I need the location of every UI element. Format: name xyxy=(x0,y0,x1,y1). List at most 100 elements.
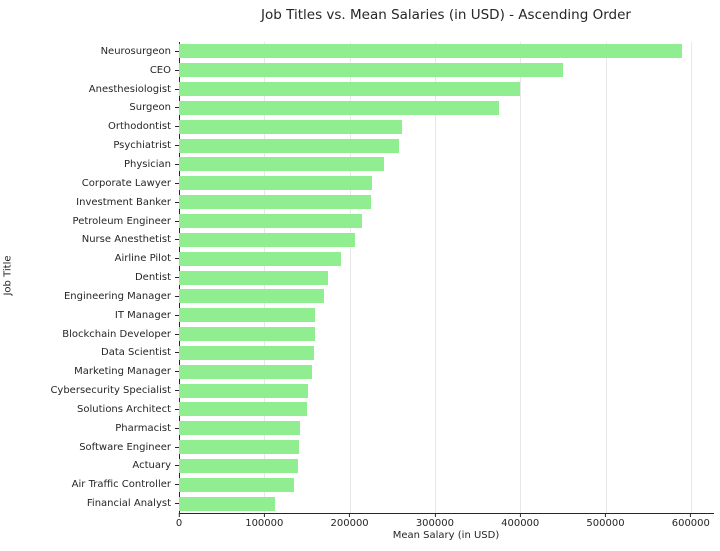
category-label: Dentist xyxy=(134,272,171,284)
x-tick-mark xyxy=(690,513,692,517)
category-label: Blockchain Developer xyxy=(62,328,171,340)
category-label: Cybersecurity Specialist xyxy=(50,385,171,397)
category-label: Data Scientist xyxy=(101,347,171,359)
bar-track xyxy=(179,457,713,476)
bar-track xyxy=(179,42,713,61)
gridline-x-300000 xyxy=(434,42,436,513)
category-label: IT Manager xyxy=(114,309,171,321)
x-tick-mark xyxy=(519,513,521,517)
x-tick-mark xyxy=(605,513,607,517)
x-axis-ticks: 0 100000 200000 300000 400000 500000 600000 xyxy=(176,513,713,543)
y-tick-mark xyxy=(175,371,179,373)
x-tick-label: 400000 xyxy=(501,518,540,529)
gridline-x-500000 xyxy=(605,42,607,513)
y-tick-mark xyxy=(175,69,179,71)
bar-nurse-anesthetist xyxy=(179,232,355,247)
y-tick-mark xyxy=(175,88,179,90)
category-label: CEO xyxy=(149,64,171,76)
bar-row: Financial Analyst xyxy=(0,494,713,513)
y-tick-mark xyxy=(175,427,179,429)
y-tick-mark xyxy=(175,408,179,410)
bar-track xyxy=(179,438,713,457)
bar-row: Actuary xyxy=(0,457,713,476)
gridline-x-400000 xyxy=(520,42,522,513)
bar-track xyxy=(179,268,713,287)
bar-row: Petroleum Engineer xyxy=(0,212,713,231)
chart-title: Job Titles vs. Mean Salaries (in USD) - … xyxy=(261,7,631,23)
bar-psychiatrist xyxy=(179,138,400,153)
bar-track xyxy=(179,381,713,400)
bar-row: Cybersecurity Specialist xyxy=(0,381,713,400)
bar-row: Corporate Lawyer xyxy=(0,174,713,193)
category-label: Actuary xyxy=(132,460,171,472)
bar-row: Airline Pilot xyxy=(0,249,713,268)
category-label: Anesthesiologist xyxy=(88,83,171,95)
gridline-x-200000 xyxy=(349,42,351,513)
bar-row: Orthodontist xyxy=(0,117,713,136)
bar-row: Anesthesiologist xyxy=(0,80,713,99)
bar-track xyxy=(179,362,713,381)
bar-track xyxy=(179,400,713,419)
y-tick-mark xyxy=(175,220,179,222)
bar-row: Surgeon xyxy=(0,99,713,118)
category-label: Nurse Anesthetist xyxy=(81,234,171,246)
y-tick-mark xyxy=(175,126,179,128)
bar-row: Software Engineer xyxy=(0,438,713,457)
x-tick-mark xyxy=(349,513,351,517)
category-label: Financial Analyst xyxy=(86,498,171,510)
y-tick-mark xyxy=(175,333,179,335)
bar-track xyxy=(179,287,713,306)
y-tick-mark xyxy=(175,446,179,448)
category-label: Corporate Lawyer xyxy=(81,177,171,189)
y-tick-mark xyxy=(175,258,179,260)
bar-track xyxy=(179,174,713,193)
y-tick-mark xyxy=(175,465,179,467)
category-label: Psychiatrist xyxy=(113,140,171,152)
x-tick-label: 300000 xyxy=(415,518,454,529)
bar-row: Investment Banker xyxy=(0,193,713,212)
category-label: Petroleum Engineer xyxy=(72,215,171,227)
bar-track xyxy=(179,80,713,99)
bar-pharmacist xyxy=(179,421,301,436)
category-label: Marketing Manager xyxy=(74,366,171,378)
bar-orthodontist xyxy=(179,119,403,134)
bars-container: Neurosurgeon CEO Anesthesiologist Surgeon Or… xyxy=(0,42,713,513)
y-tick-mark xyxy=(175,295,179,297)
bar-track xyxy=(179,419,713,438)
bar-row: Engineering Manager xyxy=(0,287,713,306)
bar-airline-pilot xyxy=(179,251,342,266)
bar-corporate-lawyer xyxy=(179,176,372,191)
bar-financial-analyst xyxy=(179,496,275,511)
y-tick-mark xyxy=(175,503,179,505)
bar-solutions-architect xyxy=(179,402,307,417)
bar-row: Psychiatrist xyxy=(0,136,713,155)
bar-track xyxy=(179,475,713,494)
bar-it-manager xyxy=(179,308,316,323)
bar-track xyxy=(179,155,713,174)
bar-track xyxy=(179,230,713,249)
bar-row: Marketing Manager xyxy=(0,362,713,381)
y-tick-mark xyxy=(175,50,179,52)
x-tick-mark xyxy=(263,513,265,517)
category-label: Investment Banker xyxy=(76,196,171,208)
bar-row: Blockchain Developer xyxy=(0,325,713,344)
bar-row: IT Manager xyxy=(0,306,713,325)
category-label: Airline Pilot xyxy=(114,253,171,265)
bar-blockchain-developer xyxy=(179,327,315,342)
category-label: Engineering Manager xyxy=(63,290,171,302)
bar-anesthesiologist xyxy=(179,82,521,97)
category-label: Software Engineer xyxy=(79,441,171,453)
x-tick-label: 0 xyxy=(175,518,183,529)
y-tick-mark xyxy=(175,239,179,241)
x-tick: 100000 xyxy=(245,513,283,529)
x-tick-label: 600000 xyxy=(671,518,710,529)
bar-row: Data Scientist xyxy=(0,344,713,363)
x-tick: 0 xyxy=(176,513,182,529)
category-label: Pharmacist xyxy=(115,422,171,434)
bar-track xyxy=(179,99,713,118)
bar-track xyxy=(179,136,713,155)
category-label: Orthodontist xyxy=(108,121,171,133)
category-label: Neurosurgeon xyxy=(100,45,171,57)
y-tick-mark xyxy=(175,107,179,109)
